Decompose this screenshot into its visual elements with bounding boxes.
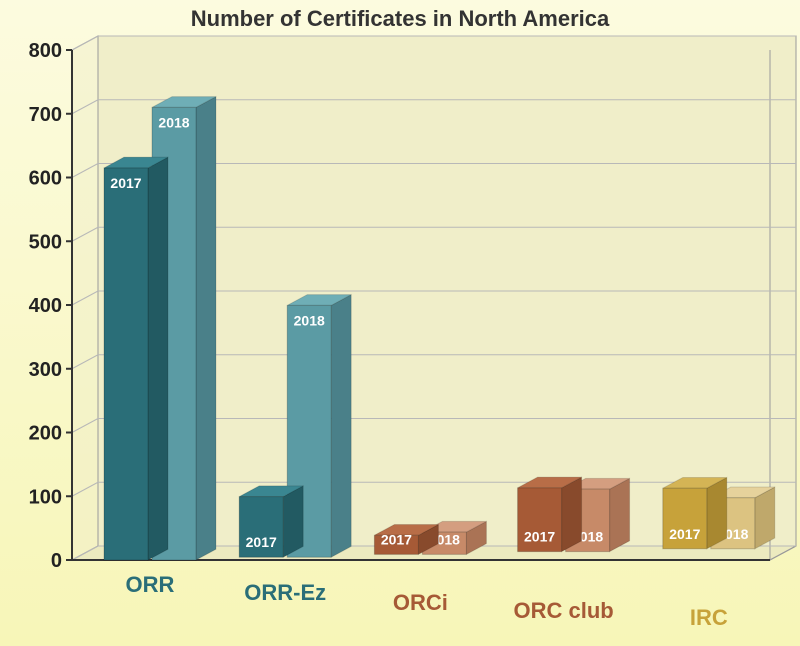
category-group: 2018 2017	[104, 97, 216, 560]
bar-side	[610, 478, 630, 551]
category-label: ORC club	[513, 598, 613, 623]
bar-year-label: 2017	[524, 529, 555, 545]
category-group: 20182017	[663, 477, 775, 548]
bar-side	[148, 157, 168, 560]
category-group: 20182017	[518, 477, 630, 552]
category-label: IRC	[690, 605, 728, 630]
y-tick-label: 100	[29, 486, 62, 508]
bar: 2017	[239, 486, 303, 557]
y-tick-label: 500	[29, 231, 62, 253]
bar-year-label: 2017	[669, 526, 700, 542]
y-tick-label: 300	[29, 359, 62, 381]
bar-year-label: 2017	[381, 531, 412, 547]
y-tick-label: 400	[29, 295, 62, 317]
category-label: ORR-Ez	[244, 580, 326, 605]
y-tick-label: 800	[29, 40, 62, 62]
bar-side	[331, 295, 351, 558]
bar-side	[196, 97, 216, 560]
bar-year-label: 2018	[158, 114, 189, 130]
category-label: ORCi	[393, 590, 448, 615]
y-tick-label: 0	[51, 550, 62, 572]
y-tick-label: 200	[29, 423, 62, 445]
bar: 2017	[663, 477, 727, 548]
bar-front	[104, 168, 148, 560]
category-label: ORR	[126, 572, 175, 597]
bar-side	[283, 486, 303, 557]
bar: 2017	[518, 477, 582, 552]
y-tick-label: 700	[29, 104, 62, 126]
bar-year-label: 2017	[246, 534, 277, 550]
chart-container: Number of Certificates in North America …	[0, 0, 800, 646]
bar-side	[562, 477, 582, 552]
chart-svg: 0 100 200 300 400 500 600 700 800 2018 2017 ORR 2018…	[0, 0, 800, 646]
bar-side	[707, 477, 727, 548]
bar-year-label: 2017	[110, 175, 141, 191]
category-group: 20182017	[374, 521, 486, 554]
bar: 2017	[104, 157, 168, 560]
y-tick-label: 600	[29, 168, 62, 190]
bar-year-label: 2018	[294, 312, 325, 328]
